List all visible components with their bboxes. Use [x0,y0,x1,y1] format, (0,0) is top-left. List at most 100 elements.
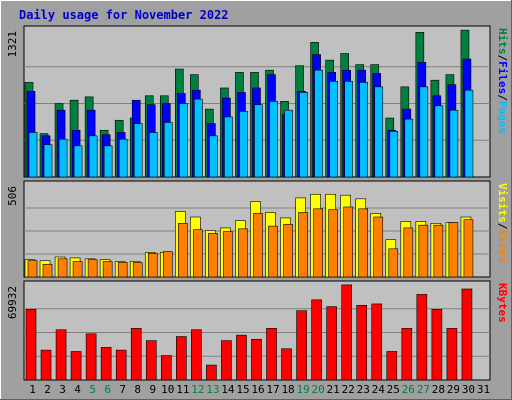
bar-kbytes-day-3 [55,329,67,381]
bar-sites-day-15 [238,228,248,278]
bar-kbytes-day-9 [145,340,157,381]
bar-kbytes-day-22 [341,284,352,381]
day-label-19: 19 [296,383,309,396]
bar-kbytes-day-26 [401,328,413,381]
day-label-3: 3 [59,383,66,396]
bar-pages-day-13 [209,135,218,178]
legend-item: / [496,223,509,230]
bar-kbytes-day-5 [85,333,97,381]
bar-kbytes-day-24 [371,303,383,381]
bar-kbytes-day-13 [206,364,217,381]
legend-item: KBytes [496,283,509,323]
day-label-29: 29 [447,383,460,396]
bar-pages-day-26 [404,118,414,178]
bar-pages-day-3 [58,138,68,178]
legend-item: Pages [496,101,509,134]
day-label-10: 10 [161,383,174,396]
day-label-17: 17 [266,383,279,396]
bar-pages-day-4 [73,145,83,178]
bar-sites-day-12 [193,229,203,278]
bar-pages-day-10 [163,122,173,178]
day-label-13: 13 [206,383,219,396]
day-label-23: 23 [357,383,370,396]
bar-sites-day-6 [102,261,113,278]
bar-pages-day-19 [299,92,308,178]
bar-sites-day-1 [27,260,38,278]
bar-sites-day-18 [283,223,293,278]
bar-pages-day-27 [419,86,429,178]
legend-text: Visits/Sites [496,183,509,263]
bar-kbytes-day-30 [461,288,473,381]
day-label-9: 9 [149,383,156,396]
bar-kbytes-day-16 [251,338,262,381]
bar-sites-day-13 [208,233,218,278]
bar-sites-day-5 [87,259,98,278]
bar-sites-day-9 [147,253,158,278]
day-label-27: 27 [417,383,430,396]
legend-text: Hits/Files/Pages [496,28,509,134]
bar-sites-day-19 [298,212,308,278]
day-label-28: 28 [432,383,445,396]
bar-kbytes-day-23 [356,304,368,381]
bar-sites-day-2 [42,263,53,278]
bar-kbytes-day-29 [446,328,458,381]
bar-kbytes-day-21 [326,306,337,381]
bar-pages-day-1 [28,132,38,178]
bar-pages-day-23 [359,82,369,178]
y-max-label: 1321 [6,31,19,58]
day-label-20: 20 [312,383,325,396]
bar-kbytes-day-19 [296,310,307,381]
day-axis-labels: 1 2 3 4 5 6 7 8 9 10 11 12 13 14 15 16 17 18 19 20 21 22 23 24 2… [29,383,490,396]
day-label-4: 4 [74,383,81,396]
y-max-label: 69932 [6,286,19,319]
bar-kbytes-day-28 [431,309,443,381]
bar-pages-day-6 [103,145,113,178]
bar-pages-day-15 [239,111,248,178]
bar-pages-day-14 [224,116,233,178]
bar-kbytes-day-27 [416,294,428,381]
bar-sites-day-16 [253,213,263,278]
bar-kbytes-day-10 [160,355,172,381]
bar-sites-day-7 [117,262,128,278]
day-label-6: 6 [104,383,111,396]
bar-sites-day-3 [57,258,68,278]
y-max-label: 506 [6,186,19,206]
bar-kbytes-day-7 [115,349,127,381]
bar-kbytes-day-11 [176,336,187,381]
bar-pages-day-8 [133,123,143,178]
day-label-15: 15 [236,383,249,396]
panel-1: 1321 Hits/Files/Pages [6,25,509,178]
bar-pages-day-18 [284,109,293,178]
bar-kbytes-day-2 [40,349,52,381]
bar-sites-day-10 [162,251,173,278]
legend-item: / [496,94,509,101]
bar-sites-day-25 [388,248,399,278]
legend-item: / [496,55,509,62]
day-label-22: 22 [342,383,355,396]
bar-pages-day-21 [329,80,338,178]
bar-kbytes-day-25 [386,351,398,381]
bar-sites-day-26 [403,227,414,278]
bar-kbytes-day-6 [100,347,112,381]
bar-kbytes-day-4 [70,351,82,381]
bar-sites-day-11 [178,223,188,278]
bar-sites-day-17 [268,225,278,278]
bar-sites-day-24 [373,216,384,278]
bar-pages-day-7 [118,138,128,178]
bar-sites-day-23 [358,208,369,278]
bar-pages-day-20 [314,69,323,178]
day-label-5: 5 [89,383,96,396]
legend-text: KBytes [496,283,509,323]
bar-pages-day-22 [344,80,353,178]
bar-pages-day-12 [194,98,203,178]
bar-sites-day-27 [418,224,429,278]
bar-pages-day-25 [389,131,399,178]
day-label-21: 21 [327,383,340,396]
bar-pages-day-29 [449,109,459,178]
bar-pages-day-28 [434,105,444,178]
day-label-11: 11 [176,383,189,396]
chart-title: Daily usage for November 2022 [19,8,229,22]
day-label-7: 7 [119,383,126,396]
day-label-30: 30 [462,383,475,396]
